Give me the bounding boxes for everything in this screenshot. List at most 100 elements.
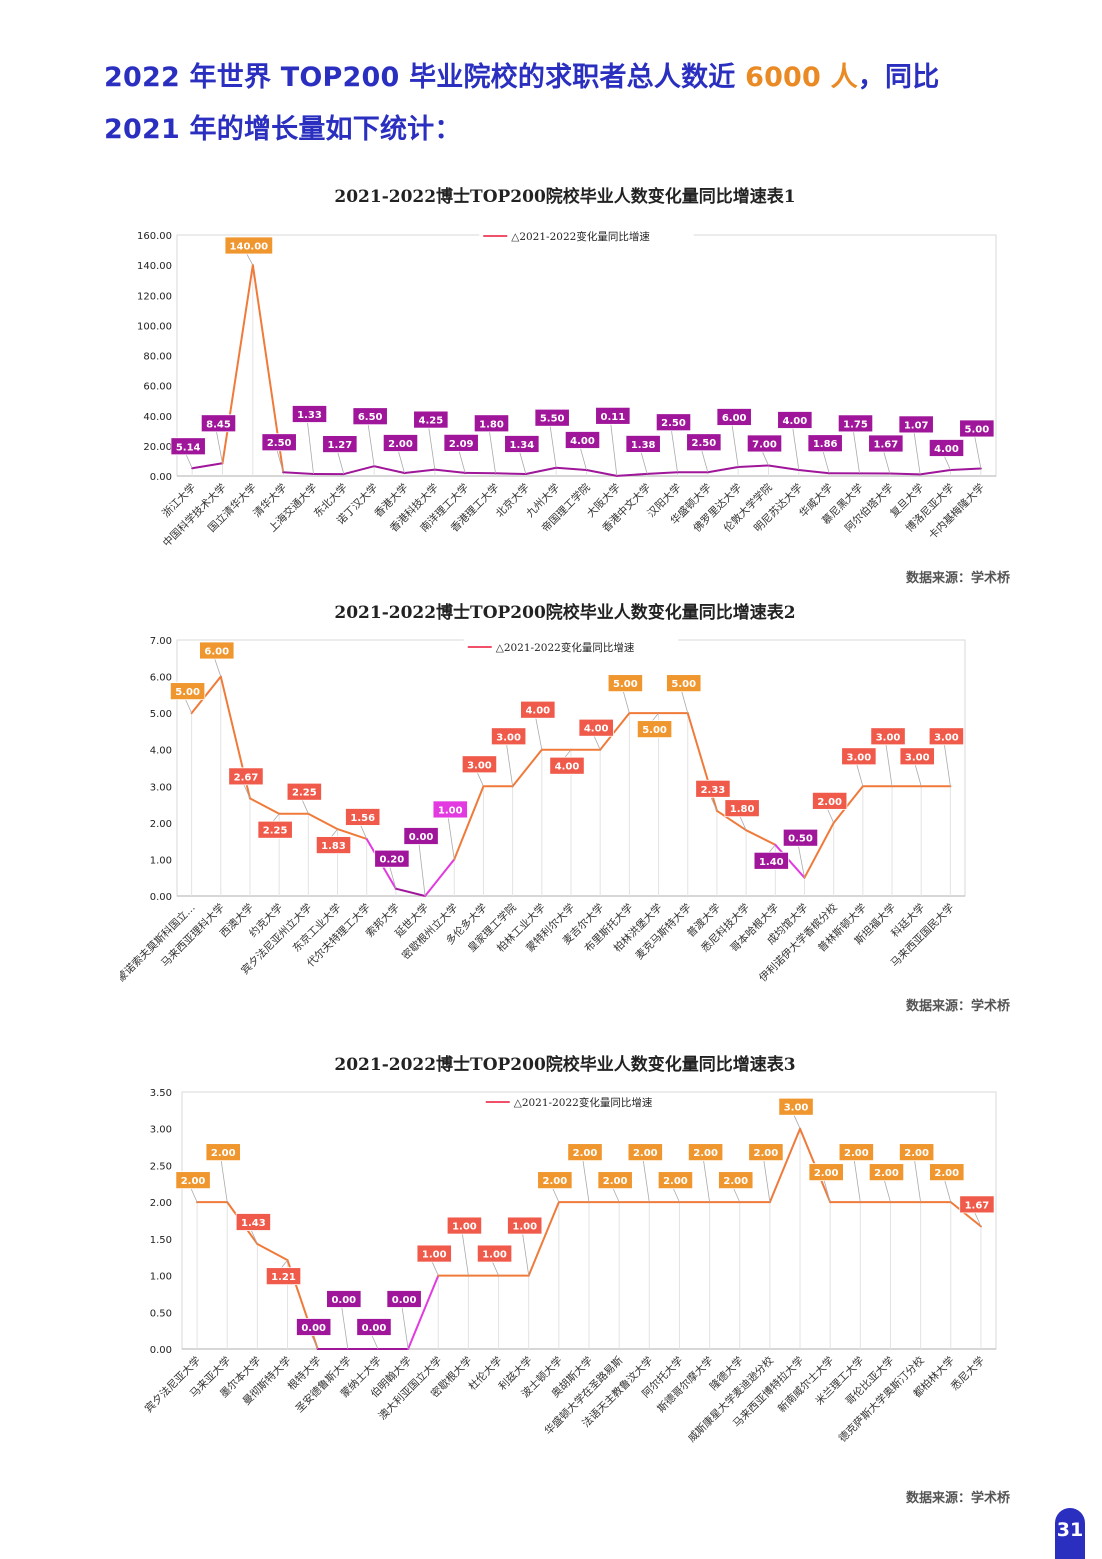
legend-label: △2021-2022变化量同比增速 xyxy=(496,641,635,654)
leader-line xyxy=(944,456,951,471)
data-label: 1.00 xyxy=(476,1244,513,1276)
data-label: 0.00 xyxy=(326,1290,362,1350)
leader-line xyxy=(701,450,709,473)
leader-line xyxy=(856,764,864,787)
leader-line xyxy=(492,1261,499,1276)
leader-line xyxy=(733,1188,741,1203)
y-tick-label: 4.00 xyxy=(150,746,172,757)
data-label-box xyxy=(261,433,297,452)
leader-line xyxy=(190,1188,198,1203)
data-label: 0.50 xyxy=(782,828,819,878)
data-label-text: 5.00 xyxy=(642,725,667,736)
series-line-segment xyxy=(407,1274,440,1350)
y-tick-label: 140.00 xyxy=(137,261,172,272)
leader-line xyxy=(823,1180,831,1203)
data-label-text: 2.00 xyxy=(874,1168,899,1179)
leader-line xyxy=(216,431,223,464)
y-tick-label: 80.00 xyxy=(143,352,172,363)
data-label-box xyxy=(808,1163,844,1182)
data-label-text: 0.00 xyxy=(409,832,434,843)
data-label: 1.43 xyxy=(235,1213,271,1245)
legend-background xyxy=(479,227,694,244)
data-label-box xyxy=(345,808,381,826)
headline-suffix: ，同比 xyxy=(857,62,940,93)
data-label-box xyxy=(534,408,570,427)
data-label: 2.09 xyxy=(443,433,479,473)
leader-line xyxy=(710,797,718,811)
data-label-box xyxy=(169,682,206,701)
leader-line xyxy=(827,809,835,824)
data-label-text: 3.00 xyxy=(467,760,492,771)
leader-line xyxy=(552,1188,560,1203)
data-label-box xyxy=(636,720,673,739)
leader-line xyxy=(331,828,338,837)
data-label: 2.00 xyxy=(748,1143,784,1203)
data-label-text: 0.00 xyxy=(362,1323,387,1334)
data-label-box xyxy=(753,851,789,870)
data-label: 5.00 xyxy=(959,419,995,469)
data-label: 1.27 xyxy=(322,435,358,475)
data-label: 6.00 xyxy=(716,408,752,468)
data-label-text: 4.00 xyxy=(525,706,550,717)
leader-line xyxy=(593,736,601,750)
headline-highlight: 6000 人 xyxy=(745,62,858,93)
series-line-segment xyxy=(888,472,922,476)
data-label: 4.25 xyxy=(413,410,449,470)
headline-line-1: 2022 年世界 TOP200 毕业院校的求职者总人数近 6000 人，同比 xyxy=(104,52,1004,104)
data-label: 1.80 xyxy=(724,799,760,831)
data-label-text: 0.00 xyxy=(392,1295,417,1306)
data-label-box xyxy=(326,1290,362,1308)
chart-2: 2021-2022博士TOP200院校毕业人数变化量同比增速表2 0.00 1.0… xyxy=(120,596,1010,1016)
chart-title: 2021-2022博士TOP200院校毕业人数变化量同比增速表2 xyxy=(334,603,796,623)
y-tick-label: 0.00 xyxy=(150,1345,172,1356)
data-label-text: 2.00 xyxy=(754,1148,779,1159)
data-label: 1.40 xyxy=(753,844,789,870)
series-line-segment xyxy=(494,472,527,475)
leader-line xyxy=(642,1160,650,1203)
data-label-text: 2.00 xyxy=(543,1176,568,1187)
data-label: 2.00 xyxy=(175,1171,211,1203)
series-line-segment xyxy=(191,462,224,470)
series-line-segment xyxy=(453,785,485,861)
data-label-box xyxy=(841,747,877,766)
data-label-text: 3.00 xyxy=(876,732,901,743)
data-label: 1.75 xyxy=(837,414,874,474)
data-label: 2.00 xyxy=(838,1143,874,1203)
data-label: 5.00 xyxy=(607,674,643,714)
data-label-box xyxy=(296,1318,332,1336)
data-label: 0.00 xyxy=(296,1318,332,1350)
data-label-box xyxy=(777,411,813,429)
data-label-text: 1.00 xyxy=(452,1222,477,1233)
data-label-box xyxy=(564,431,601,449)
y-tick-label: 0.00 xyxy=(150,472,172,483)
data-label-text: 7.00 xyxy=(752,439,777,450)
series-line-segment xyxy=(403,468,436,474)
data-label: 2.33 xyxy=(695,779,731,811)
data-label: 2.00 xyxy=(382,434,419,474)
data-label-box xyxy=(352,407,388,426)
data-label-box xyxy=(899,1143,935,1162)
data-label: 1.83 xyxy=(315,828,352,854)
leader-line xyxy=(885,744,893,787)
data-label-text: 2.33 xyxy=(701,785,726,796)
series-line-segment xyxy=(646,471,679,475)
leader-line xyxy=(914,1160,922,1203)
y-tick-label: 40.00 xyxy=(143,412,172,423)
data-label-text: 0.50 xyxy=(788,834,813,845)
leader-line xyxy=(281,1259,288,1268)
data-label: 0.00 xyxy=(386,1290,422,1350)
legend-background xyxy=(463,638,679,655)
data-label-box xyxy=(627,1143,663,1162)
data-label-text: 4.00 xyxy=(555,762,580,773)
leader-line xyxy=(401,1307,409,1350)
data-label-box xyxy=(170,437,206,456)
data-label: 4.00 xyxy=(928,439,965,471)
data-label-text: 1.00 xyxy=(438,805,463,816)
data-label-text: 2.00 xyxy=(663,1176,688,1187)
data-label-box xyxy=(595,406,631,425)
data-label: 2.25 xyxy=(257,813,293,839)
leader-line xyxy=(853,431,860,474)
data-label: 2.00 xyxy=(205,1143,241,1203)
data-label: 5.00 xyxy=(636,712,673,739)
data-label-text: 6.50 xyxy=(358,412,383,423)
